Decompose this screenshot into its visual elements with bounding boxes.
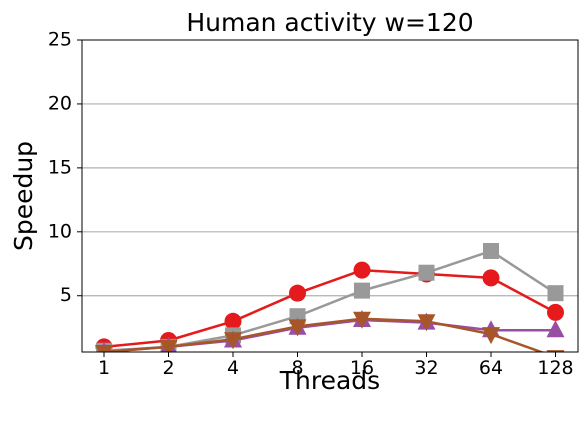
data-point (95, 345, 113, 352)
y-axis-label: Speedup (9, 141, 38, 251)
grid-lines (82, 103, 578, 297)
x-axis-label: Threads (279, 366, 380, 395)
x-tick-label: 2 (162, 357, 174, 379)
data-point (482, 269, 500, 287)
data-point (482, 327, 500, 345)
data-point (288, 319, 307, 337)
x-tick-label: 16 (350, 357, 374, 379)
data-point (354, 282, 370, 299)
series-line (103, 317, 545, 352)
y-tick-label: 5 (60, 284, 72, 306)
data-point (483, 242, 499, 259)
x-tick-label: 4 (227, 357, 239, 379)
data-point (417, 314, 436, 332)
data-point (159, 339, 178, 352)
x-tick-label: 32 (414, 357, 438, 379)
data-point (547, 303, 564, 321)
data-point (546, 320, 565, 338)
chart-title: Human activity w=120 (186, 8, 473, 37)
plot-frame (81, 39, 579, 353)
data-point (224, 312, 242, 330)
y-tick-label: 20 (48, 92, 72, 114)
x-tick-label: 128 (537, 357, 573, 379)
data-point (547, 285, 564, 302)
plot-area (95, 242, 565, 352)
y-tick-label: 15 (48, 156, 72, 178)
data-point (224, 332, 242, 350)
x-tick-label: 64 (479, 357, 503, 379)
y-tick-label: 10 (48, 220, 72, 242)
data-point (418, 264, 435, 281)
y-axis-ticks: 5 10 15 20 25 (48, 29, 82, 306)
data-point (353, 311, 371, 329)
x-axis-ticks: 1 2 4 8 16 32 64 128 (98, 352, 574, 379)
data-point (353, 261, 371, 279)
y-tick-label: 25 (48, 29, 72, 51)
series-line (103, 268, 557, 349)
data-point (289, 284, 306, 302)
x-tick-label: 1 (98, 357, 110, 379)
x-tick-label: 8 (291, 357, 303, 379)
